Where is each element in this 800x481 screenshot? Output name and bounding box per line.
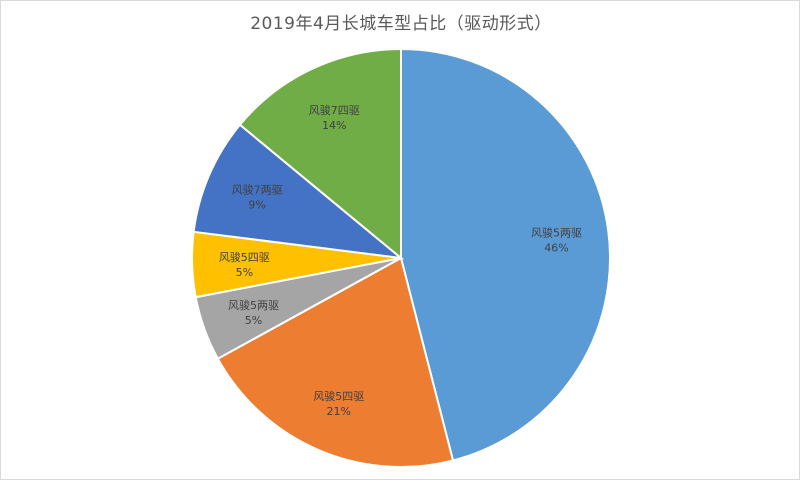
slice-value-label: 5% [236,266,253,279]
slice-category-label: 风骏5两驱 [228,298,279,312]
pie-slices [191,47,611,468]
slice-value-label: 5% [245,314,262,327]
pie-slice-1 [400,47,611,462]
slice-value-label: 9% [248,199,265,212]
pie-slice-2 [216,256,455,468]
slice-category-label: 风骏5四驱 [219,250,270,264]
slice-category-label: 风骏7两驱 [232,183,283,197]
pie-slice-6 [238,47,402,261]
slice-value-label: 14% [322,119,346,132]
chart-title: 2019年4月长城车型占比（驱动形式） [250,14,552,34]
pie-labels: 风骏5两驱 46% 风骏5四驱 21% 风骏5两驱 5% 风骏5四驱 5% 风骏7两驱 9% 风骏7… [219,103,582,418]
slice-category-label: 风骏7四驱 [309,103,360,117]
slice-category-label: 风骏5两驱 [531,225,582,239]
slice-value-label: 46% [544,241,568,254]
slice-category-label: 风骏5四驱 [313,389,364,403]
slice-value-label: 21% [327,405,351,418]
pie-slice-5 [192,123,405,260]
